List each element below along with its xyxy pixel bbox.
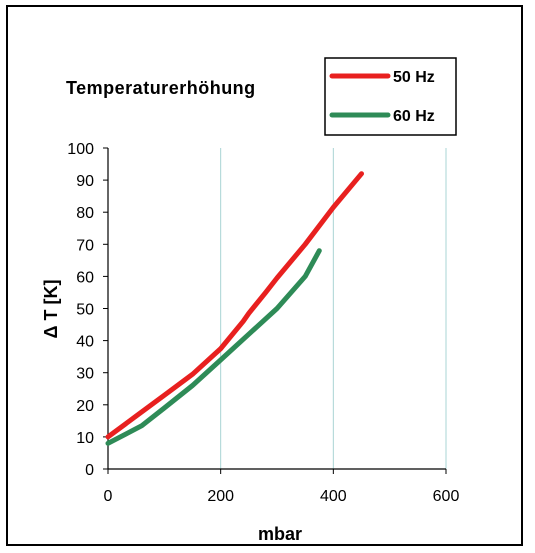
y-tick-label: 90 [76, 173, 94, 190]
y-tick-label: 50 [76, 302, 94, 319]
series-line-2 [105, 248, 322, 446]
series-line-1 [105, 171, 364, 440]
y-tick-label: 60 [76, 269, 94, 286]
legend: 50 Hz 60 Hz [324, 57, 457, 136]
chart-title: Temperaturerhöhung [66, 78, 256, 98]
axes [103, 147, 447, 474]
x-axis-label: mbar [258, 524, 302, 544]
y-tick-label: 10 [76, 430, 94, 447]
y-tick-label: 100 [67, 141, 94, 158]
gridlines [220, 148, 447, 469]
legend-box [324, 57, 457, 136]
x-tick-label: 600 [433, 488, 460, 505]
y-tick-label: 0 [85, 462, 94, 479]
x-tick-label: 400 [320, 488, 347, 505]
x-tick-label: 200 [207, 488, 234, 505]
y-tick-label: 80 [76, 205, 94, 222]
x-tick-labels: 0 200 400 600 [104, 488, 460, 505]
legend-label-2: 60 Hz [393, 108, 435, 125]
y-tick-labels: 0 10 20 30 40 50 60 70 80 90 100 [67, 141, 94, 479]
y-tick-label: 20 [76, 398, 94, 415]
y-axis-label: Δ T [K] [41, 280, 61, 339]
legend-label-1: 50 Hz [393, 69, 435, 86]
series-group [105, 171, 364, 446]
y-tick-label: 30 [76, 366, 94, 383]
x-tick-label: 0 [104, 488, 113, 505]
y-tick-label: 40 [76, 334, 94, 351]
y-tick-label: 70 [76, 237, 94, 254]
